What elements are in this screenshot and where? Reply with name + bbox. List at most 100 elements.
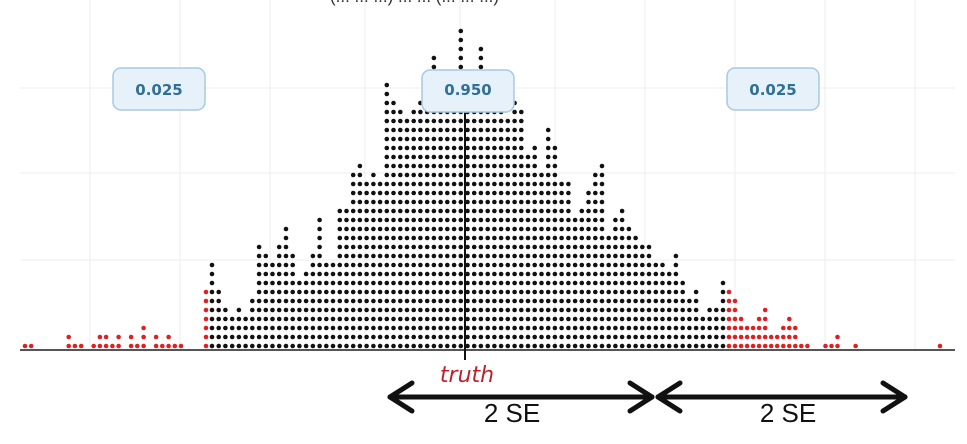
- dot: [404, 343, 410, 349]
- dot: [579, 307, 585, 313]
- dot: [411, 208, 417, 214]
- dot: [458, 262, 464, 268]
- dot: [593, 316, 598, 322]
- dot: [525, 253, 531, 259]
- dot: [465, 172, 470, 178]
- dot: [619, 316, 625, 322]
- dot: [344, 343, 349, 349]
- center-column: [505, 118, 511, 349]
- dot: [256, 298, 262, 304]
- dot: [404, 262, 410, 268]
- dot: [572, 289, 578, 295]
- dot: [465, 136, 470, 142]
- dot: [586, 208, 591, 214]
- dot: [310, 343, 316, 349]
- dot: [492, 163, 497, 169]
- dot: [532, 208, 537, 214]
- dot: [593, 199, 598, 205]
- dot: [606, 289, 611, 295]
- dot: [492, 190, 497, 196]
- dot: [606, 253, 611, 259]
- dot: [283, 244, 289, 250]
- center-column: [492, 109, 497, 349]
- dot: [391, 100, 396, 106]
- right-tail-column: [799, 343, 804, 349]
- dot: [384, 145, 390, 151]
- dot: [110, 343, 115, 349]
- dot: [438, 190, 443, 196]
- dot: [337, 208, 343, 214]
- dot: [465, 343, 470, 349]
- dot: [512, 109, 517, 115]
- dot: [357, 217, 363, 223]
- dot: [431, 289, 437, 295]
- left-tail-column: [160, 343, 165, 349]
- dot: [418, 199, 423, 205]
- dot: [726, 307, 732, 313]
- dot: [613, 289, 618, 295]
- dot: [458, 226, 464, 232]
- center-column: [418, 100, 423, 349]
- dot: [714, 307, 719, 313]
- dot: [498, 199, 504, 205]
- dot: [270, 343, 275, 349]
- dot: [350, 253, 356, 259]
- dot: [128, 334, 134, 340]
- se-arrow-left: [387, 380, 655, 414]
- dot: [613, 280, 618, 286]
- dot: [505, 118, 511, 124]
- dot: [398, 181, 403, 187]
- dot: [666, 298, 672, 304]
- dot: [364, 217, 369, 223]
- dot: [478, 199, 484, 205]
- dot: [762, 316, 768, 322]
- dot: [505, 163, 511, 169]
- dot: [498, 289, 504, 295]
- right-proportion-chip: 0.025: [726, 67, 820, 111]
- dot: [519, 280, 524, 286]
- truth-label: truth: [440, 363, 494, 388]
- dot: [539, 298, 544, 304]
- dot: [732, 298, 738, 304]
- dot: [263, 289, 269, 295]
- dot: [633, 307, 638, 313]
- dot: [485, 307, 491, 313]
- dot: [384, 217, 390, 223]
- dot: [317, 217, 322, 223]
- left-tail-column: [22, 343, 28, 349]
- center-column: [263, 253, 269, 349]
- dot: [236, 316, 242, 322]
- dot: [424, 235, 430, 241]
- dot: [519, 316, 524, 322]
- dot: [572, 244, 578, 250]
- dot: [384, 181, 390, 187]
- dot: [445, 181, 450, 187]
- center-column: [626, 226, 632, 349]
- dot: [391, 118, 396, 124]
- dot: [357, 307, 363, 313]
- left-tail-column: [72, 343, 78, 349]
- left-tail-column: [135, 343, 140, 349]
- dot: [458, 244, 464, 250]
- dot: [391, 190, 396, 196]
- dot: [505, 343, 511, 349]
- dot: [586, 316, 591, 322]
- dot: [337, 262, 343, 268]
- dot: [599, 172, 605, 178]
- dot: [465, 217, 470, 223]
- dot: [532, 163, 537, 169]
- dot: [666, 271, 672, 277]
- dot: [384, 343, 390, 349]
- dot: [599, 280, 605, 286]
- left-tail-column: [172, 343, 178, 349]
- dot: [418, 235, 423, 241]
- dot: [250, 334, 255, 340]
- dot: [424, 208, 430, 214]
- dot: [579, 325, 585, 331]
- center-column: [324, 262, 329, 349]
- dot: [438, 271, 443, 277]
- dot: [411, 145, 417, 151]
- dot: [178, 343, 184, 349]
- dot: [673, 343, 679, 349]
- dot: [726, 343, 732, 349]
